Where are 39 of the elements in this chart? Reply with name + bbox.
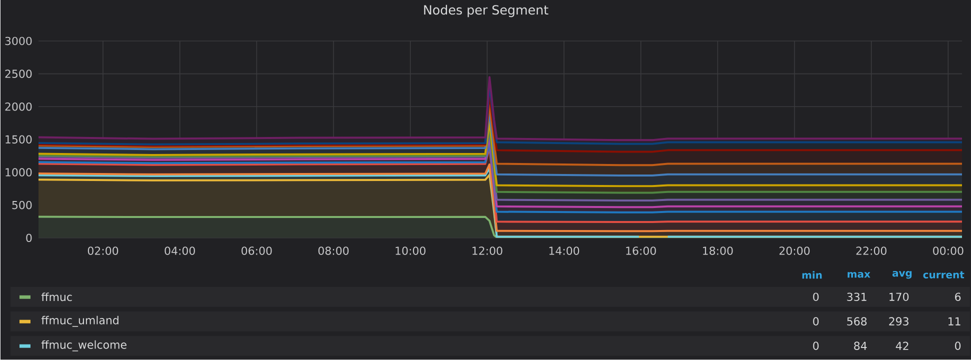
y-tick-label: 1500 bbox=[6, 135, 32, 144]
y-tick-label: 0 bbox=[26, 234, 32, 242]
text: avg bbox=[892, 271, 912, 279]
text: 0 bbox=[955, 342, 961, 350]
x-tick-label: 00:00 bbox=[933, 246, 964, 255]
x-tick-label: 12:00 bbox=[472, 246, 502, 255]
chart-title: Nodes per Segment bbox=[424, 4, 548, 18]
x-tick-label: 14:00 bbox=[549, 246, 580, 255]
text: max bbox=[848, 272, 870, 278]
text: 42 bbox=[896, 342, 908, 350]
text: 0 bbox=[813, 292, 819, 302]
x-tick-label: 18:00 bbox=[703, 246, 733, 255]
y-tick-label: 2500 bbox=[5, 70, 32, 78]
x-tick-label: 06:00 bbox=[242, 246, 272, 255]
text: 293 bbox=[889, 317, 908, 326]
x-tick-label: 04:00 bbox=[164, 246, 195, 255]
y-tick-label: 2000 bbox=[5, 102, 32, 111]
x-tick-label: 02:00 bbox=[88, 246, 118, 255]
x-tick-label: 08:00 bbox=[318, 246, 349, 255]
x-tick-label: 22:00 bbox=[856, 246, 886, 255]
text: 0 bbox=[813, 342, 819, 350]
text: 568 bbox=[847, 317, 867, 326]
y-tick-label: 500 bbox=[12, 201, 32, 210]
text: 0 bbox=[813, 317, 819, 326]
legend-label: ffmuc bbox=[41, 292, 72, 302]
text: 170 bbox=[890, 292, 909, 302]
y-tick-label: 1000 bbox=[6, 168, 32, 176]
x-tick-label: 20:00 bbox=[779, 246, 810, 255]
text: 11 bbox=[948, 317, 960, 326]
text: 331 bbox=[847, 292, 866, 302]
y-tick-label: 3000 bbox=[5, 36, 32, 46]
text: 84 bbox=[854, 342, 867, 350]
x-tick-label: 16:00 bbox=[626, 246, 656, 255]
legend-label: ffmuc_welcome bbox=[41, 340, 126, 352]
text: current bbox=[923, 271, 964, 279]
x-tick-label: 10:00 bbox=[396, 246, 426, 255]
text: 6 bbox=[955, 292, 961, 302]
text: min bbox=[802, 271, 822, 279]
legend-label: ffmuc_umland bbox=[41, 316, 118, 327]
